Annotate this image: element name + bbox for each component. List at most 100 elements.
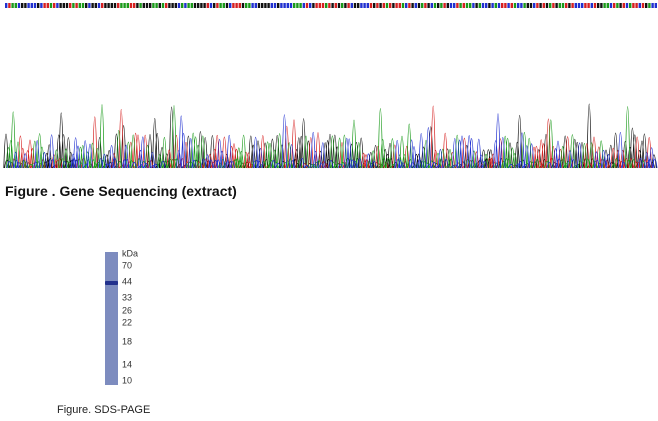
sequence-base — [507, 3, 510, 8]
sequence-base — [408, 3, 411, 8]
sequence-base — [526, 3, 529, 8]
sequence-base — [539, 3, 542, 8]
sequence-base — [257, 3, 261, 8]
sequence-base — [405, 3, 408, 8]
sequence-base — [209, 3, 213, 8]
figure-caption: Figure . Gene Sequencing (extract) — [5, 183, 237, 199]
sequence-base — [270, 3, 273, 8]
sequence-base — [478, 3, 481, 8]
sequence-base — [600, 3, 603, 8]
sequence-base — [414, 3, 417, 8]
marker-label: 33 — [122, 292, 132, 302]
sequence-base — [571, 3, 574, 8]
sequence-base — [286, 3, 289, 8]
sequence-base — [453, 3, 456, 8]
sequence-base — [398, 3, 401, 8]
sequence-base — [443, 3, 446, 8]
sequence-base — [149, 3, 152, 8]
sequence-base — [280, 3, 283, 8]
sequence-base — [424, 3, 427, 8]
sequence-base — [318, 3, 321, 8]
sequence-base — [485, 3, 488, 8]
sequence-base — [654, 3, 657, 8]
sequence-base — [53, 3, 56, 8]
sequence-base — [350, 3, 353, 8]
sequence-base — [193, 3, 197, 8]
marker-label: 14 — [122, 359, 132, 369]
sequence-base — [88, 3, 91, 8]
sequence-base — [475, 3, 478, 8]
sequence-base — [85, 3, 88, 8]
sequence-base — [629, 3, 632, 8]
sequence-base — [552, 3, 555, 8]
sequence-base — [11, 3, 14, 8]
sequence-base — [574, 3, 577, 8]
sequence-base — [75, 3, 78, 8]
sequence-base — [91, 3, 94, 8]
sequence-base — [641, 3, 645, 8]
sequence-base — [382, 3, 385, 8]
sequence-base — [30, 3, 33, 8]
sequence-base — [129, 3, 133, 8]
sequence-base — [200, 3, 203, 8]
sequence-base — [142, 3, 145, 8]
sequence-base — [488, 3, 491, 8]
sequence-base — [177, 3, 181, 8]
sequence-base — [37, 3, 40, 8]
sequence-base — [312, 3, 315, 8]
sequence-base — [219, 3, 222, 8]
sequence-base — [357, 3, 360, 8]
sequence-base — [235, 3, 238, 8]
sequence-base — [181, 3, 184, 8]
sequence-base — [168, 3, 171, 8]
sequence-base — [197, 3, 200, 8]
sequence-base — [456, 3, 459, 8]
sequence-base — [625, 3, 629, 8]
sequence-base — [517, 3, 520, 8]
sequence-base — [24, 3, 27, 8]
sequence-base — [565, 3, 568, 8]
sequence-base — [529, 3, 533, 8]
sequence-base — [510, 3, 513, 8]
sequence-base — [341, 3, 344, 8]
sequence-base — [545, 3, 549, 8]
sequence-base — [152, 3, 155, 8]
sequence-base — [27, 3, 30, 8]
sequence-base — [110, 3, 113, 8]
sequence-base — [225, 3, 229, 8]
sequence-base — [33, 3, 37, 8]
sequence-base — [59, 3, 62, 8]
sequence-base — [62, 3, 65, 8]
sequence-base — [229, 3, 232, 8]
sequence-base — [465, 3, 469, 8]
sequence-base — [385, 3, 389, 8]
sequence-base — [117, 3, 120, 8]
sequence-base — [597, 3, 600, 8]
sequence-base — [158, 3, 161, 8]
sequence-base — [165, 3, 168, 8]
marker-label: 26 — [122, 305, 132, 315]
sequence-base — [577, 3, 581, 8]
sequence-base — [497, 3, 501, 8]
sequence-base — [273, 3, 277, 8]
sequence-base — [321, 3, 325, 8]
sequence-base — [302, 3, 305, 8]
marker-label: 10 — [122, 375, 132, 385]
sequence-base — [462, 3, 465, 8]
sequence-base — [8, 3, 11, 8]
sequence-base — [56, 3, 59, 8]
sequence-base — [21, 3, 24, 8]
sequence-base — [427, 3, 430, 8]
sequence-base — [155, 3, 158, 8]
sequence-base — [523, 3, 526, 8]
sequence-base — [296, 3, 299, 8]
sequence-base — [395, 3, 398, 8]
sequence-base — [491, 3, 494, 8]
sequence-base — [635, 3, 638, 8]
sequence-base — [360, 3, 363, 8]
trace — [6, 113, 658, 169]
sequence-base — [81, 3, 85, 8]
sequence-base — [609, 3, 613, 8]
sequence-base — [315, 3, 318, 8]
